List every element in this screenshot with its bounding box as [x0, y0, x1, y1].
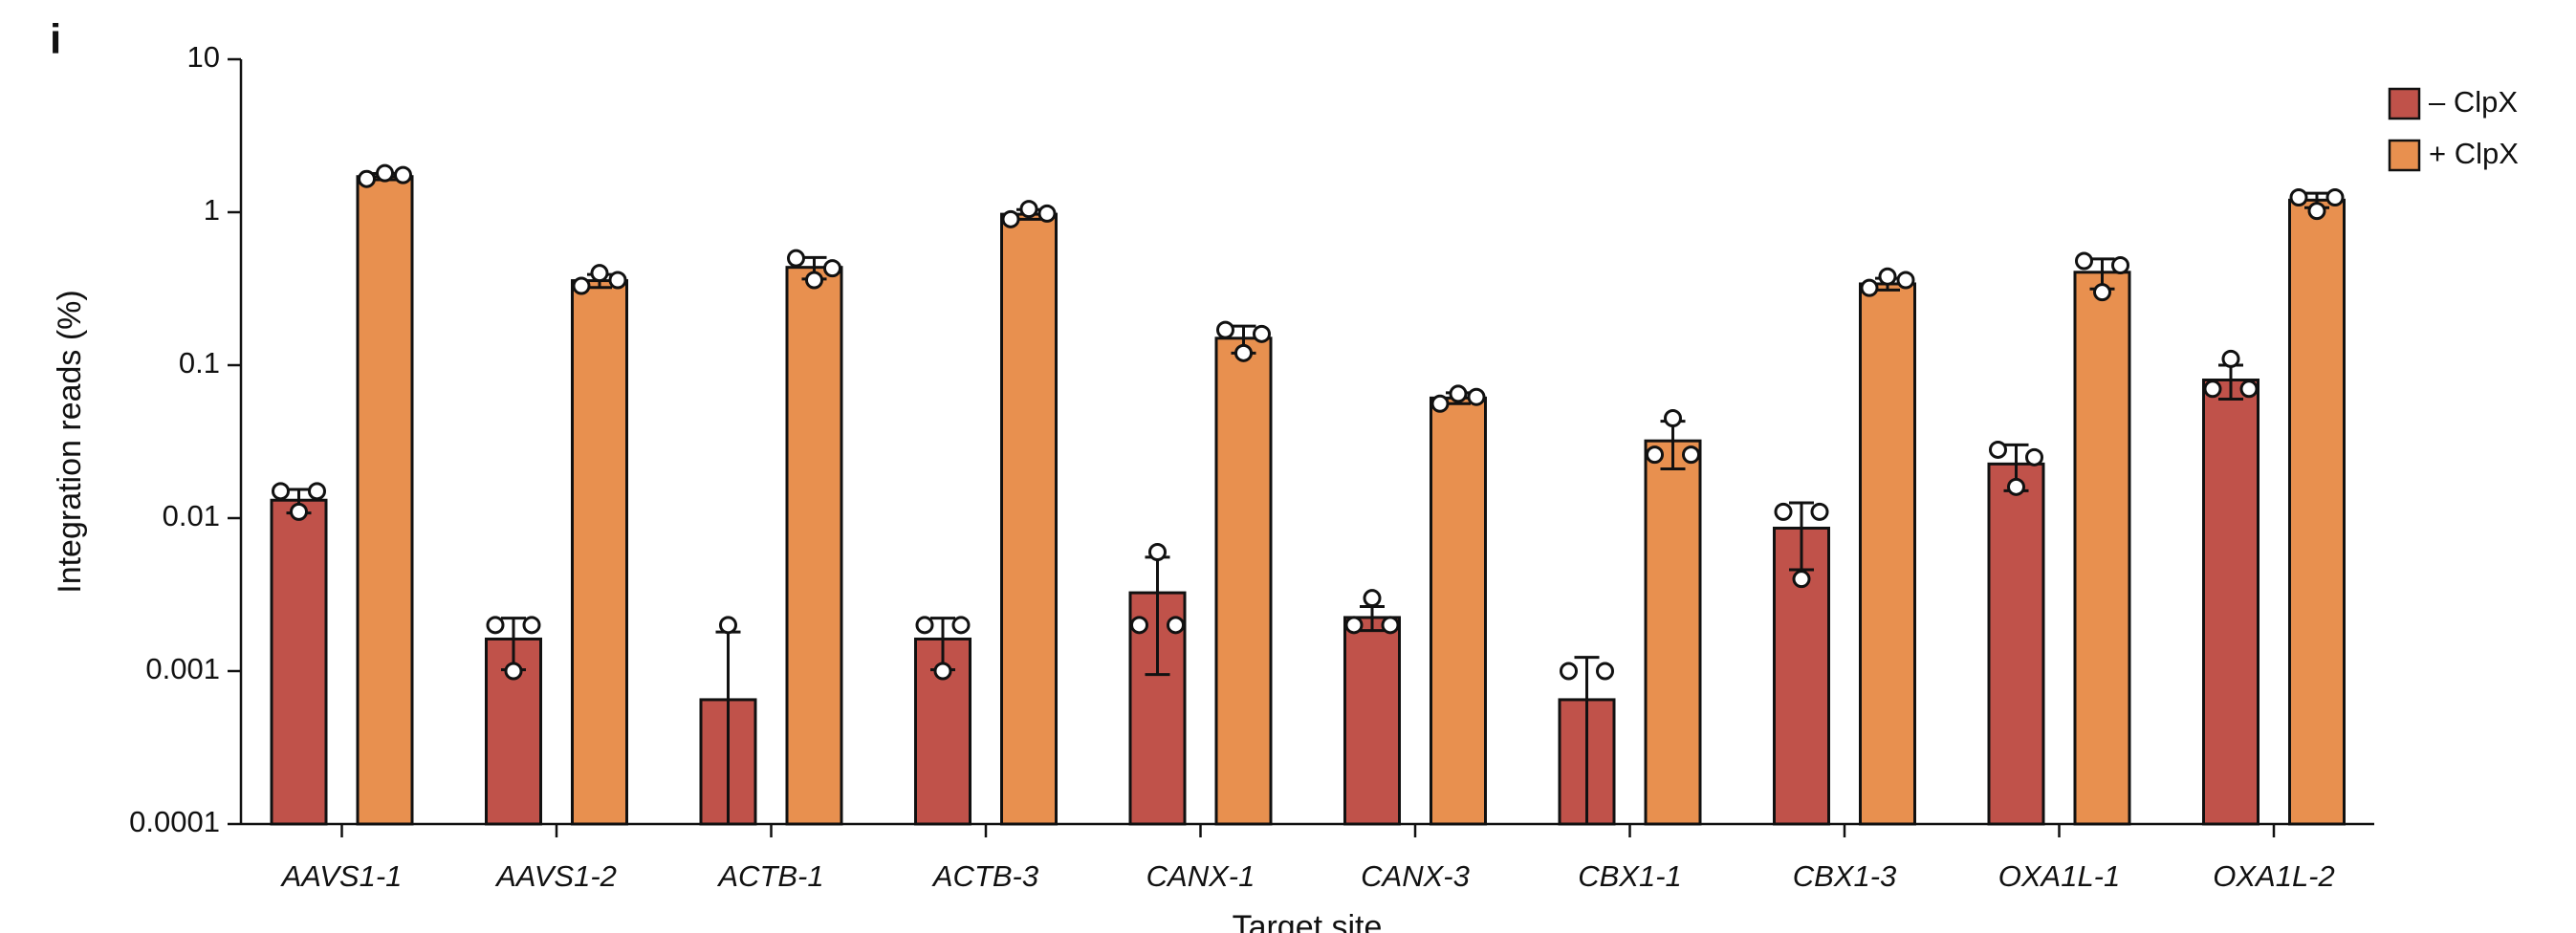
bar: [356, 175, 414, 826]
legend-label: + ClpX: [2429, 137, 2519, 170]
bar: [1859, 282, 1916, 826]
replicate-point: [787, 249, 805, 268]
x-axis-label: Target site: [1233, 909, 1383, 933]
x-tick-label: AAVS1-2: [494, 859, 617, 893]
replicate-point: [1682, 445, 1700, 465]
x-tick-label: CBX1-1: [1578, 859, 1682, 893]
replicate-point: [1253, 324, 1271, 343]
x-tick-label: AAVS1-1: [280, 859, 403, 893]
y-tick-label: 0.1: [179, 346, 220, 380]
replicate-point: [572, 276, 591, 295]
replicate-point: [933, 662, 952, 681]
y-tick-label: 0.001: [145, 652, 220, 685]
replicate-point: [915, 616, 934, 635]
replicate-point: [2239, 380, 2259, 399]
replicate-point: [272, 482, 290, 501]
replicate-point: [951, 616, 971, 635]
replicate-point: [1596, 662, 1614, 681]
replicate-point: [1860, 278, 1879, 297]
replicate-point: [1001, 209, 1020, 228]
bar: [1430, 396, 1487, 826]
legend-label: – ClpX: [2429, 85, 2518, 119]
bar: [2073, 271, 2131, 826]
replicate-point: [2307, 202, 2326, 221]
replicate-point: [1989, 440, 2007, 459]
replicate-point: [719, 616, 737, 635]
replicate-point: [2325, 187, 2345, 206]
bar: [485, 637, 542, 826]
replicate-point: [358, 169, 376, 188]
bar: [1000, 212, 1058, 826]
bar: [571, 279, 628, 826]
x-tick-label: ACTB-1: [716, 859, 823, 893]
replicate-point: [1774, 502, 1793, 521]
replicate-point: [1449, 384, 1468, 403]
y-tick-label: 1: [204, 193, 220, 227]
replicate-point: [2221, 349, 2240, 368]
bar: [1644, 439, 1702, 826]
y-axis-label: Integration reads (%): [52, 290, 88, 594]
replicate-point: [394, 165, 412, 184]
replicate-point: [823, 259, 841, 278]
replicate-point: [2093, 283, 2111, 302]
replicate-point: [1167, 616, 1185, 635]
x-tick-label: CBX1-3: [1793, 859, 1897, 893]
replicate-point: [1896, 271, 1915, 290]
replicate-point: [486, 616, 505, 635]
replicate-point: [2203, 380, 2222, 399]
replicate-point: [1019, 200, 1038, 219]
bar: [1343, 616, 1401, 826]
bar: [1987, 462, 2045, 826]
x-tick-label: CANX-3: [1361, 859, 1470, 893]
replicate-point: [522, 616, 541, 635]
panel-label: i: [50, 16, 61, 63]
replicate-point: [1878, 267, 1897, 286]
replicate-point: [308, 482, 326, 501]
replicate-point: [1646, 445, 1664, 465]
bar: [270, 498, 328, 826]
replicate-point: [805, 271, 823, 290]
replicate-point: [1216, 320, 1234, 339]
x-tick-label: OXA1L-1: [1998, 859, 2121, 893]
replicate-point: [1664, 408, 1682, 427]
y-tick-label: 0.01: [163, 499, 220, 532]
x-tick-label: CANX-1: [1146, 859, 1255, 893]
replicate-point: [1467, 387, 1486, 406]
bar: [1214, 336, 1273, 826]
replicate-point: [608, 271, 627, 290]
replicate-point: [1130, 616, 1148, 635]
replicate-point: [590, 264, 609, 283]
replicate-point: [2111, 255, 2129, 274]
replicate-point: [1560, 662, 1578, 681]
bar: [2288, 198, 2346, 826]
bar: [2202, 379, 2259, 826]
replicate-point: [2289, 187, 2308, 206]
replicate-point: [2007, 477, 2025, 496]
bar: [785, 266, 843, 826]
replicate-point: [1792, 570, 1811, 589]
y-tick-label: 0.0001: [129, 805, 220, 838]
replicate-point: [376, 163, 394, 183]
replicate-point: [2075, 251, 2093, 271]
x-tick-label: ACTB-3: [931, 859, 1038, 893]
replicate-point: [2025, 447, 2043, 466]
x-tick-label: OXA1L-2: [2213, 859, 2335, 893]
replicate-point: [1430, 394, 1450, 413]
replicate-point: [1344, 616, 1364, 635]
replicate-point: [504, 662, 523, 681]
replicate-point: [1148, 542, 1167, 561]
replicate-point: [290, 502, 308, 521]
replicate-point: [1363, 589, 1382, 608]
replicate-point: [1234, 343, 1253, 362]
replicate-point: [1810, 502, 1829, 521]
legend-swatch: [2388, 87, 2421, 120]
y-tick-label: 10: [187, 40, 220, 74]
replicate-point: [1381, 616, 1400, 635]
legend-swatch: [2388, 139, 2421, 172]
replicate-point: [1037, 204, 1057, 223]
